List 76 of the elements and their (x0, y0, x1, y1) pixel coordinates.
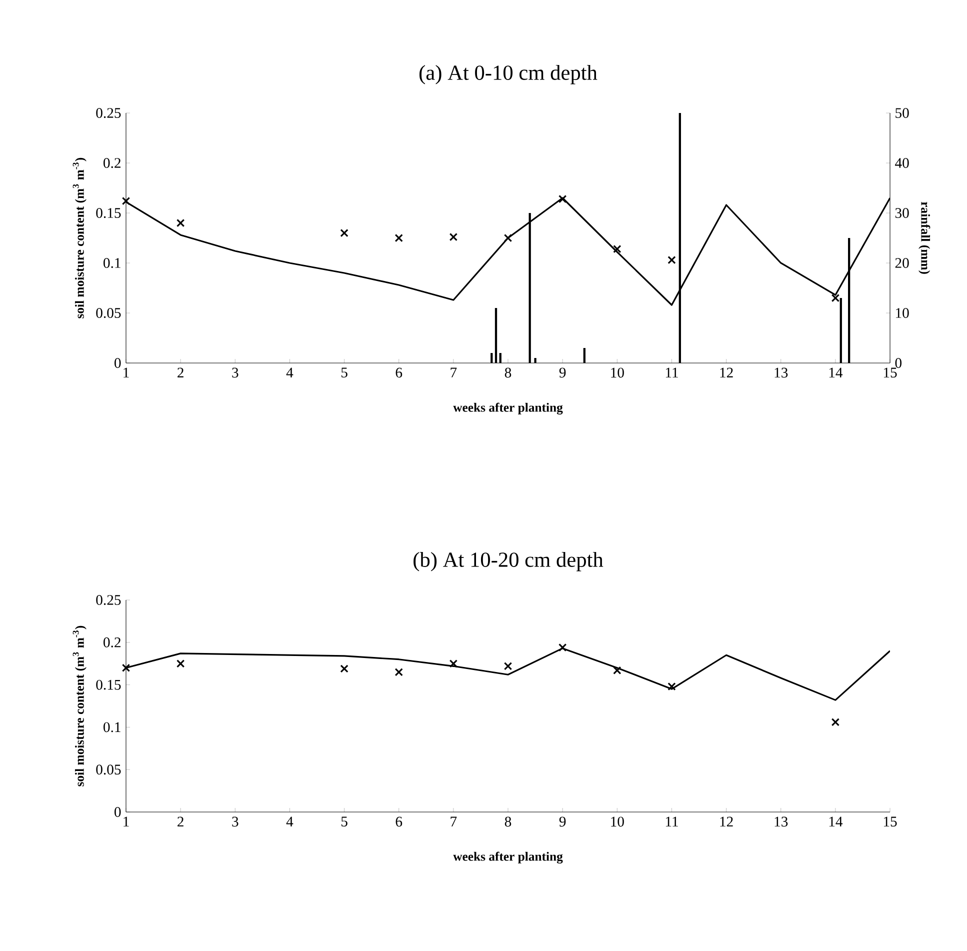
point (668, 256, 676, 264)
point (668, 682, 676, 691)
x-tick-label: 12 (720, 368, 733, 378)
line-series (126, 648, 890, 701)
point (122, 664, 130, 672)
x-axis-title: weeks after planting (453, 852, 563, 864)
point (176, 218, 185, 228)
x-tick-label: 9 (559, 368, 566, 378)
y2-tick-label: 10 (896, 308, 909, 318)
x-tick-label: 10 (611, 368, 624, 378)
point (613, 244, 622, 254)
chart-title: (b) At 10-20 cm depth (414, 552, 604, 572)
y-axis-title: soil moisture content (m$^{3}$ m$^{-3}$) (72, 158, 86, 318)
x-tick-label: 3 (232, 368, 238, 378)
y-tick-label: 0 (114, 358, 121, 368)
y-tick-label: 0.25 (96, 108, 121, 118)
y-tick-label: 0.05 (96, 308, 121, 318)
point (558, 643, 567, 652)
point (449, 232, 458, 242)
y-tick-label: 0.15 (96, 680, 121, 690)
x-tick-label: 13 (774, 816, 788, 827)
y2-tick-label: 30 (895, 208, 909, 218)
y-tick-label: 0.2 (104, 637, 120, 648)
x-tick-label: 7 (450, 816, 457, 826)
x-tick-label: 1 (124, 816, 129, 826)
x-tick-label: 6 (396, 368, 402, 378)
x-tick-label: 12 (720, 816, 733, 826)
x-tick-label: 4 (286, 816, 294, 826)
point (504, 234, 512, 242)
point (340, 664, 348, 673)
x-tick-label: 4 (286, 368, 294, 378)
point (394, 234, 403, 242)
x-tick-label: 2 (178, 816, 184, 826)
point (340, 228, 348, 238)
y-tick-label: 0.1 (104, 258, 120, 268)
chart-title: (a) At 0-10 cm depth (419, 64, 598, 84)
y-tick-label: 0 (114, 807, 121, 817)
x-tick-label: 8 (504, 816, 512, 827)
x-tick-label: 15 (884, 816, 897, 827)
point (504, 662, 512, 670)
x-tick-label: 3 (232, 816, 238, 827)
x-tick-label: 11 (666, 368, 678, 378)
x-axis-title: weeks after planting (453, 402, 563, 414)
x-tick-label: 5 (341, 368, 348, 378)
y-axis-title: soil moisture content (m$^{3}$ m$^{-3}$) (72, 626, 86, 786)
x-tick-label: 2 (178, 368, 184, 378)
y-tick-label: 0.15 (96, 208, 121, 218)
x-tick-label: 13 (774, 368, 788, 378)
y-tick-label: 0.1 (104, 722, 120, 732)
x-tick-label: 15 (884, 368, 897, 378)
y-tick-label: 0.25 (96, 595, 121, 605)
y-tick-label: 0.05 (96, 764, 121, 775)
x-tick-label: 5 (341, 816, 348, 826)
x-tick-label: 11 (666, 816, 678, 826)
y2-axis-title: rainfall (mm) (918, 202, 930, 274)
point (122, 196, 130, 206)
x-tick-label: 8 (504, 368, 512, 378)
y2-tick-label: 20 (895, 258, 909, 268)
point (176, 660, 185, 668)
x-tick-label: 6 (396, 816, 402, 827)
point (558, 194, 567, 204)
y2-tick-label: 50 (896, 108, 909, 118)
point (449, 660, 458, 668)
point (831, 294, 840, 302)
x-tick-label: 14 (829, 816, 843, 826)
y2-tick-label: 0 (895, 358, 902, 368)
x-tick-label: 9 (559, 816, 566, 827)
point (831, 718, 840, 726)
y-tick-label: 0.2 (104, 158, 120, 168)
point (394, 668, 403, 676)
x-tick-label: 14 (829, 368, 843, 378)
y2-tick-label: 40 (895, 158, 909, 168)
point (613, 666, 622, 674)
x-tick-label: 7 (450, 368, 457, 378)
x-tick-label: 1 (124, 368, 129, 378)
x-tick-label: 10 (611, 816, 624, 827)
